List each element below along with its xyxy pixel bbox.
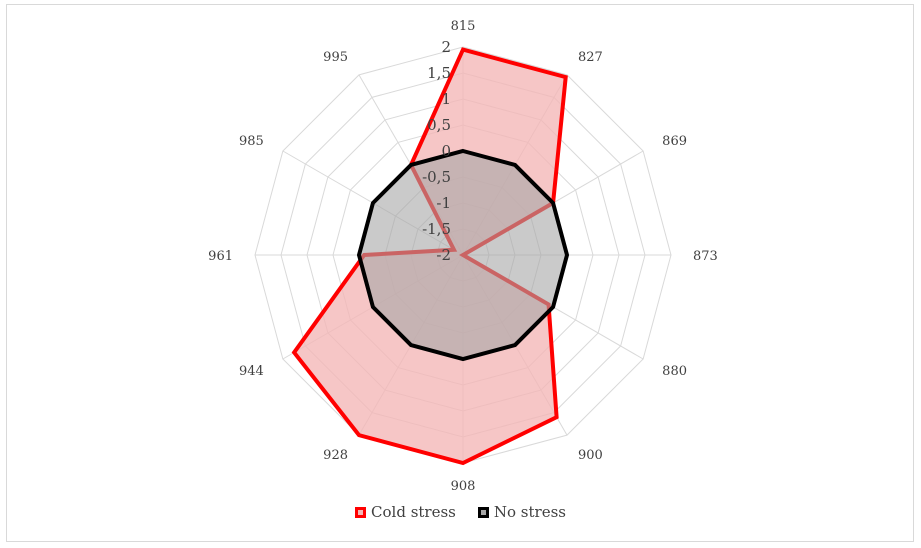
r-tick-label-7: 1,5 [427, 64, 451, 82]
category-label-985: 985 [239, 134, 264, 149]
r-tick-label-3: -0,5 [422, 168, 451, 186]
category-label-873: 873 [693, 249, 718, 264]
r-tick-label-8: 2 [441, 38, 451, 56]
legend-label-cold-stress: Cold stress [371, 503, 456, 521]
r-tick-label-5: 0,5 [427, 116, 451, 134]
category-label-815: 815 [451, 19, 476, 34]
legend-label-no-stress: No stress [493, 503, 566, 521]
category-label-880: 880 [662, 364, 687, 379]
legend: Cold stress No stress [0, 503, 921, 521]
legend-swatch-no-stress [477, 506, 489, 518]
r-tick-label-1: -1,5 [422, 220, 451, 238]
category-label-869: 869 [662, 134, 687, 149]
category-label-908: 908 [451, 479, 476, 494]
series-no-stress [356, 148, 570, 362]
legend-swatch-cold-stress [355, 506, 367, 518]
legend-item-no-stress: No stress [477, 503, 566, 521]
legend-item-cold-stress: Cold stress [355, 503, 456, 521]
r-tick-label-6: 1 [441, 90, 451, 108]
category-label-900: 900 [578, 448, 603, 463]
category-label-961: 961 [208, 249, 233, 264]
radar-series [291, 47, 570, 466]
category-label-827: 827 [578, 50, 603, 65]
category-label-944: 944 [239, 364, 264, 379]
category-label-995: 995 [323, 50, 348, 65]
r-tick-label-2: -1 [436, 194, 451, 212]
category-label-928: 928 [323, 448, 348, 463]
r-tick-label-0: -2 [436, 246, 451, 264]
r-tick-label-4: 0 [441, 142, 451, 160]
